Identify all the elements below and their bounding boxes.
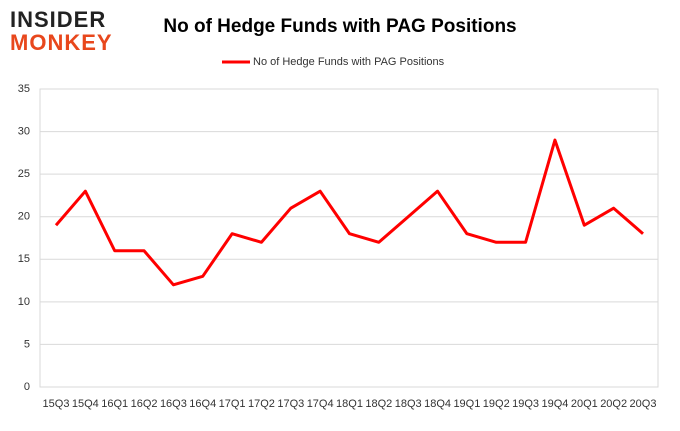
x-tick-label: 16Q2 xyxy=(131,398,158,410)
x-tick-label: 20Q3 xyxy=(630,398,657,410)
x-tick-label: 17Q2 xyxy=(248,398,275,410)
x-tick-label: 17Q3 xyxy=(277,398,304,410)
logo-line2: MONKEY xyxy=(10,30,113,55)
x-tick-label: 15Q4 xyxy=(72,398,99,410)
y-tick-label: 10 xyxy=(18,296,30,308)
y-tick-label: 20 xyxy=(18,211,30,223)
x-tick-label: 19Q3 xyxy=(512,398,539,410)
x-tick-label: 17Q4 xyxy=(307,398,334,410)
data-line xyxy=(54,138,644,287)
x-tick-label: 18Q4 xyxy=(424,398,451,410)
x-tick-label: 16Q4 xyxy=(189,398,216,410)
x-tick-label: 18Q1 xyxy=(336,398,363,410)
y-tick-label: 25 xyxy=(18,168,30,180)
x-tick-label: 15Q3 xyxy=(43,398,70,410)
x-tick-label: 19Q4 xyxy=(541,398,568,410)
y-tick-label: 0 xyxy=(24,381,30,393)
x-tick-label: 16Q3 xyxy=(160,398,187,410)
x-tick-label: 18Q3 xyxy=(395,398,422,410)
x-tick-label: 18Q2 xyxy=(365,398,392,410)
logo-line1: INSIDER xyxy=(10,7,106,32)
x-tick-label: 16Q1 xyxy=(101,398,128,410)
y-tick-label: 35 xyxy=(18,83,30,95)
plot-frame xyxy=(39,88,659,388)
y-tick-label: 15 xyxy=(18,253,30,265)
legend-label: No of Hedge Funds with PAG Positions xyxy=(253,56,445,68)
y-tick-label: 5 xyxy=(24,338,30,350)
x-tick-label: 20Q2 xyxy=(600,398,627,410)
y-tick-label: 30 xyxy=(18,125,30,137)
x-tick-label: 19Q2 xyxy=(483,398,510,410)
x-tick-label: 19Q1 xyxy=(453,398,480,410)
x-tick-label: 20Q1 xyxy=(571,398,598,410)
x-tick-label: 17Q1 xyxy=(219,398,246,410)
chart-title: No of Hedge Funds with PAG Positions xyxy=(163,16,516,37)
